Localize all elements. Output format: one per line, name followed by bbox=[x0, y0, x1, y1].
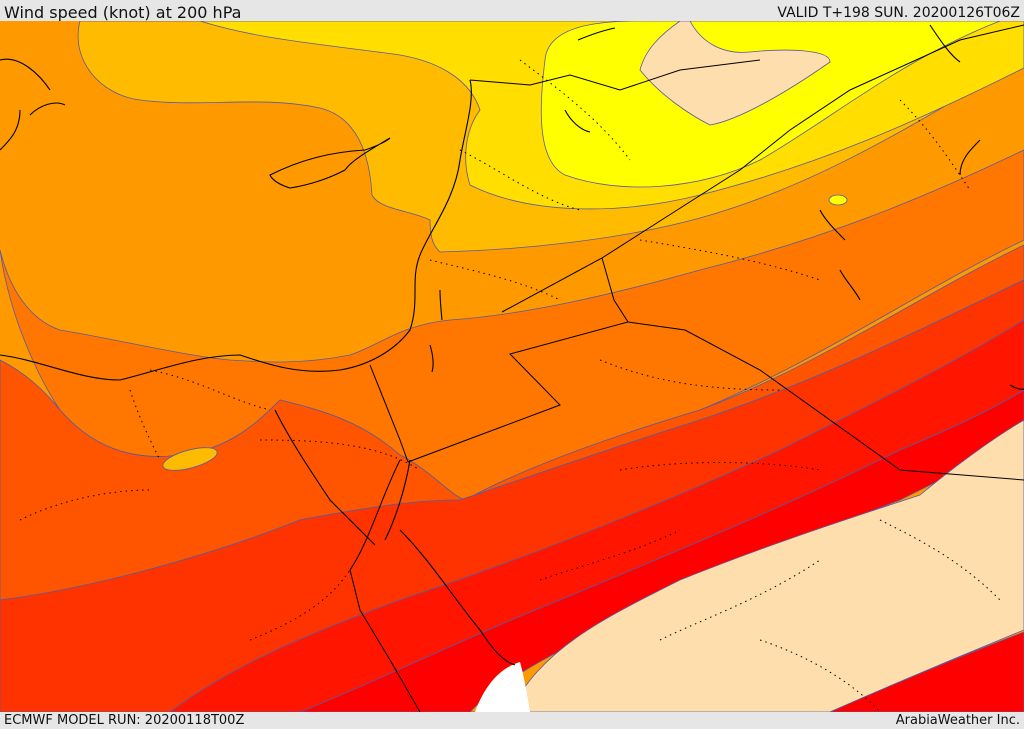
footer-bar: ECMWF MODEL RUN: 20200118T00Z ArabiaWeat… bbox=[0, 712, 1024, 729]
band-9-southeast-area bbox=[829, 631, 1024, 712]
contour-isoline bbox=[828, 194, 848, 206]
header-bar: Wind speed (knot) at 200 hPa VALID T+198… bbox=[0, 0, 1024, 22]
coastlines bbox=[0, 24, 1024, 666]
no-data-area bbox=[475, 662, 530, 712]
valid-time-label: VALID T+198 SUN. 20200126T06Z bbox=[777, 5, 1020, 21]
low-speed-area-north bbox=[639, 21, 831, 126]
map-title: Wind speed (knot) at 200 hPa bbox=[4, 3, 242, 22]
country-borders bbox=[19, 59, 1001, 712]
credit-label: ArabiaWeather Inc. bbox=[895, 713, 1020, 728]
major-borders bbox=[349, 24, 1024, 712]
contour-isoline bbox=[162, 447, 218, 471]
wind-speed-map[interactable] bbox=[0, 21, 1024, 712]
model-run-label: ECMWF MODEL RUN: 20200118T00Z bbox=[4, 713, 245, 728]
